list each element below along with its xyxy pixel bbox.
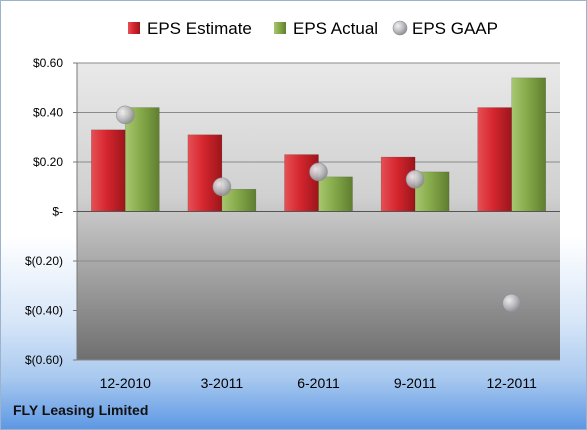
x-tick-label: 12-2011 [487,375,538,391]
legend-label: EPS Actual [293,19,378,38]
legend-label: EPS GAAP [412,19,498,38]
eps-gaap-marker [309,162,328,182]
y-tick-label: $- [52,205,63,219]
eps-gaap-marker [212,177,232,197]
eps-actual-bar [125,107,160,212]
eps-estimate-bar [187,134,223,212]
eps-estimate-bar [91,129,126,212]
eps-estimate-bar [477,107,512,212]
y-tick-label: $(0.40) [25,304,63,318]
x-tick-label: 3-2011 [201,375,244,391]
x-tick-label: 9-2011 [394,375,437,391]
eps-gaap-marker [502,293,522,313]
y-tick-label: $0.20 [33,155,63,169]
x-tick-label: 6-2011 [297,375,340,391]
eps-estimate-bar [284,154,319,212]
y-tick-label: $(0.60) [25,353,63,367]
y-tick-label: $(0.20) [25,254,63,268]
legend-label: EPS Estimate [147,19,252,38]
legend: EPS Estimate EPS Actual EPS GAAP [128,19,498,38]
legend-swatch-eps-gaap [392,20,408,36]
legend-swatch-eps-estimate [128,22,140,34]
y-axis: $0.60 $0.40 $0.20 $- $(0.20) $(0.40) $(0.60) [25,56,78,367]
eps-actual-bar [318,176,353,212]
x-axis: 12-2010 3-2011 6-2011 9-2011 12-2011 [100,375,537,391]
eps-actual-bar [511,77,546,212]
eps-gaap-marker [405,170,425,189]
y-tick-label: $0.40 [33,106,63,120]
eps-gaap-marker [116,105,135,125]
gaap-markers [116,105,522,313]
company-name: FLY Leasing Limited [13,402,149,418]
legend-swatch-eps-actual [274,22,286,34]
x-tick-label: 12-2010 [100,375,152,391]
bars [77,77,560,212]
y-tick-label: $0.60 [33,56,63,70]
